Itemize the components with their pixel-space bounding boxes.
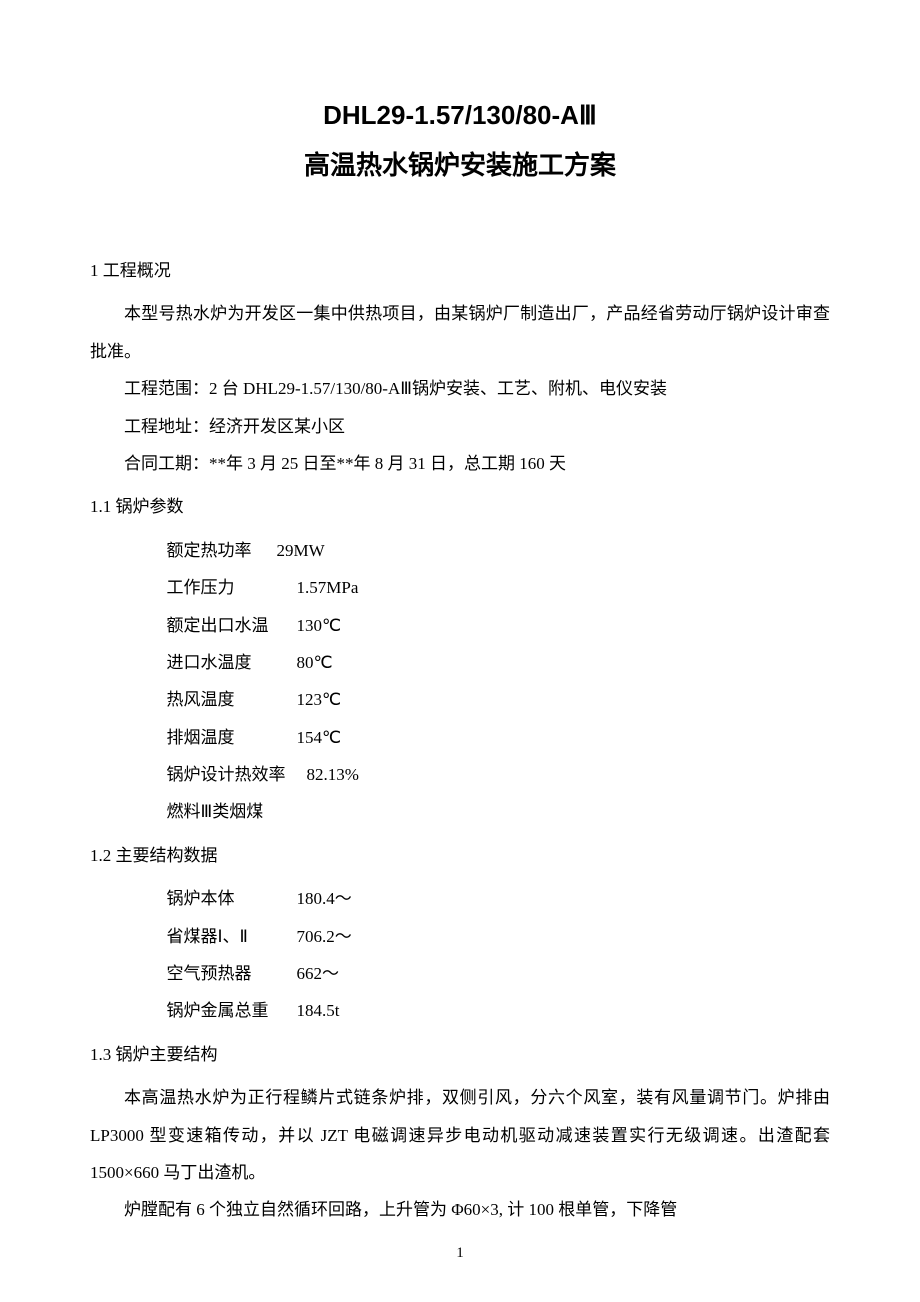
section-1-para-1: 本型号热水炉为开发区一集中供热项目，由某锅炉厂制造出厂，产品经省劳动厅锅炉设计审…: [90, 295, 830, 370]
param-row: 燃料Ⅲ类烟煤: [90, 793, 830, 830]
param-row: 进口水温度 80℃: [90, 644, 830, 681]
param-row: 额定出口水温 130℃: [90, 607, 830, 644]
param-label: 工作压力: [167, 569, 297, 606]
param-row: 热风温度 123℃: [90, 681, 830, 718]
param-value: 706.2〜: [297, 918, 352, 955]
param-label: 额定出口水温: [167, 607, 297, 644]
section-1-para-4: 合同工期：**年 3 月 25 日至**年 8 月 31 日，总工期 160 天: [90, 445, 830, 482]
section-1-3-para-2: 炉膛配有 6 个独立自然循环回路，上升管为 Φ60×3, 计 100 根单管，下…: [90, 1191, 830, 1228]
page-number: 1: [456, 1245, 464, 1262]
section-1-3-heading: 1.3 锅炉主要结构: [90, 1036, 830, 1073]
param-label: 省煤器Ⅰ、Ⅱ: [167, 918, 297, 955]
section-1-para-3: 工程地址：经济开发区某小区: [90, 408, 830, 445]
param-value: 29MW: [277, 532, 325, 569]
param-value: 82.13%: [307, 756, 359, 793]
param-value: 184.5t: [297, 992, 340, 1029]
param-value: 123℃: [297, 681, 342, 718]
param-label: 排烟温度: [167, 719, 297, 756]
section-1-para-2: 工程范围：2 台 DHL29-1.57/130/80-AⅢ锅炉安装、工艺、附机、…: [90, 370, 830, 407]
param-row: 锅炉设计热效率 82.13%: [90, 756, 830, 793]
param-label: 锅炉设计热效率: [167, 756, 307, 793]
param-label: 进口水温度: [167, 644, 297, 681]
section-1-heading: 1 工程概况: [90, 252, 830, 289]
param-row: 工作压力 1.57MPa: [90, 569, 830, 606]
param-row: 空气预热器 662〜: [90, 955, 830, 992]
param-value: 662〜: [297, 955, 340, 992]
param-label: 空气预热器: [167, 955, 297, 992]
param-label: 锅炉本体: [167, 880, 297, 917]
param-label: 额定热功率: [167, 532, 277, 569]
param-label: 锅炉金属总重: [167, 992, 297, 1029]
document-subtitle: 高温热水锅炉安装施工方案: [90, 145, 830, 182]
section-1-3-para-1: 本高温热水炉为正行程鳞片式链条炉排，双侧引风，分六个风室，装有风量调节门。炉排由…: [90, 1079, 830, 1191]
param-row: 锅炉金属总重 184.5t: [90, 992, 830, 1029]
param-value: 154℃: [297, 719, 342, 756]
param-label: 热风温度: [167, 681, 297, 718]
section-1-2-heading: 1.2 主要结构数据: [90, 837, 830, 874]
param-row: 锅炉本体 180.4〜: [90, 880, 830, 917]
param-row: 额定热功率 29MW: [90, 532, 830, 569]
section-1-1-heading: 1.1 锅炉参数: [90, 488, 830, 525]
param-value: 130℃: [297, 607, 342, 644]
param-value: 180.4〜: [297, 880, 352, 917]
param-row: 省煤器Ⅰ、Ⅱ 706.2〜: [90, 918, 830, 955]
param-value: 80℃: [297, 644, 333, 681]
param-value: 1.57MPa: [297, 569, 359, 606]
document-title: DHL29-1.57/130/80-AⅢ: [90, 100, 830, 131]
param-row: 排烟温度 154℃: [90, 719, 830, 756]
